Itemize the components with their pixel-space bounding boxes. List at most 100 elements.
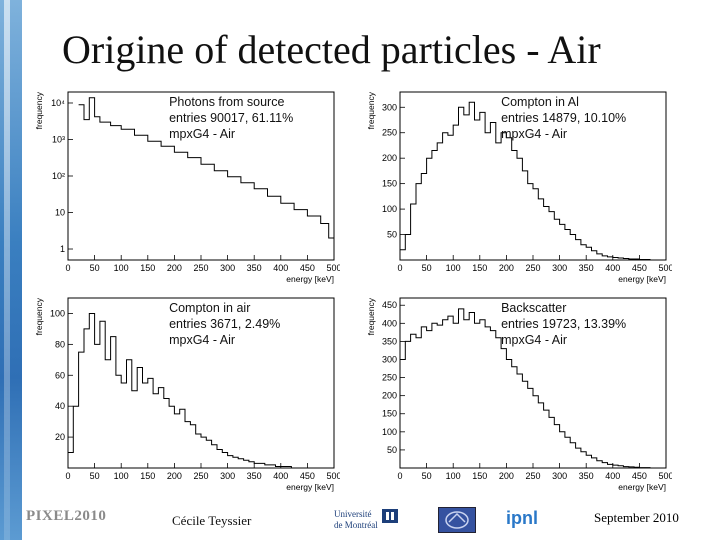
y-axis-label: frequency — [366, 297, 376, 335]
y-tick-label: 50 — [387, 230, 397, 240]
x-tick-label: 100 — [114, 471, 129, 481]
backscatter-chart: 0 50 100 150 200 250 300 350 400 450 500 50 100 150 20… — [366, 297, 672, 492]
ipnl-logo: ipnl — [506, 508, 538, 528]
legend-entry: mpxG4 - Air — [501, 333, 567, 347]
x-tick-label: 200 — [499, 263, 514, 273]
plot-frame — [399, 91, 667, 261]
x-tick-label: 50 — [90, 263, 100, 273]
x-tick-label: 0 — [65, 471, 70, 481]
legend-entry: entries 19723, 13.39% — [501, 317, 626, 331]
x-tick-label: 0 — [397, 263, 402, 273]
x-tick-label: 450 — [632, 263, 647, 273]
y-axis-label: frequency — [366, 91, 376, 129]
x-tick-label: 400 — [605, 471, 620, 481]
x-tick-label: 100 — [446, 263, 461, 273]
x-tick-label: 450 — [300, 263, 315, 273]
y-tick-label: 20 — [55, 432, 65, 442]
x-axis-label: energy [keV] — [618, 482, 666, 492]
y-tick-label: 250 — [382, 373, 397, 383]
x-tick-label: 300 — [552, 263, 567, 273]
y-tick-label: 10⁴ — [51, 98, 65, 108]
x-tick-label: 250 — [525, 471, 540, 481]
y-tick-label: 200 — [382, 153, 397, 163]
compton-in-al-chart: 0 50 100 150 200 250 300 350 400 450 500 50 100 150 20… — [366, 91, 672, 284]
series-line — [400, 308, 666, 469]
y-tick-label: 450 — [382, 300, 397, 310]
x-tick-label: 500 — [326, 263, 340, 273]
x-tick-label: 400 — [605, 263, 620, 273]
x-tick-label: 100 — [446, 471, 461, 481]
author-name: Cécile Teyssier — [172, 513, 252, 528]
legend-entry: Compton in Al — [501, 95, 579, 109]
x-tick-label: 400 — [273, 263, 288, 273]
y-axis-label: frequency — [34, 91, 44, 129]
y-tick-label: 1 — [60, 244, 65, 254]
y-tick-label: 400 — [382, 318, 397, 328]
y-tick-label: 10² — [52, 171, 65, 181]
legend-entry: mpxG4 - Air — [169, 127, 235, 141]
y-tick-label: 10³ — [52, 134, 65, 144]
y-tick-label: 10 — [55, 208, 65, 218]
y-tick-label: 150 — [382, 179, 397, 189]
x-tick-label: 450 — [300, 471, 315, 481]
x-tick-label: 200 — [167, 471, 182, 481]
plot-frame — [399, 297, 667, 469]
x-tick-label: 200 — [499, 471, 514, 481]
x-tick-label: 450 — [632, 471, 647, 481]
x-axis-label: energy [keV] — [286, 482, 334, 492]
y-tick-label: 50 — [387, 445, 397, 455]
x-tick-label: 500 — [658, 471, 672, 481]
x-tick-label: 150 — [140, 471, 155, 481]
x-tick-label: 300 — [220, 471, 235, 481]
legend-entry: Compton in air — [169, 301, 250, 315]
x-tick-label: 350 — [247, 471, 262, 481]
compton-in-air-chart: 0 50 100 150 200 250 300 350 400 450 500 20 40 60 80 10… — [34, 297, 340, 492]
x-tick-label: 100 — [114, 263, 129, 273]
y-tick-label: 300 — [382, 354, 397, 364]
x-tick-label: 0 — [65, 263, 70, 273]
x-axis-label: energy [keV] — [618, 274, 666, 284]
legend-entry: Backscatter — [501, 301, 566, 315]
x-tick-label: 250 — [193, 471, 208, 481]
x-tick-label: 250 — [193, 263, 208, 273]
presentation-date: September 2010 — [594, 510, 679, 525]
legend-entry: mpxG4 - Air — [169, 333, 235, 347]
x-tick-label: 300 — [552, 471, 567, 481]
series-line — [78, 97, 335, 249]
x-tick-label: 350 — [247, 263, 262, 273]
x-tick-label: 350 — [579, 471, 594, 481]
x-tick-label: 150 — [140, 263, 155, 273]
x-tick-label: 200 — [167, 263, 182, 273]
x-tick-label: 500 — [658, 263, 672, 273]
x-tick-label: 50 — [422, 263, 432, 273]
legend-entry: mpxG4 - Air — [501, 127, 567, 141]
legend-entry: Photons from source — [169, 95, 284, 109]
pixel2010-logo: PIXEL2010 — [26, 508, 107, 524]
x-tick-label: 350 — [579, 263, 594, 273]
institution-emblem-icon — [438, 507, 476, 533]
y-tick-label: 100 — [382, 427, 397, 437]
y-tick-label: 80 — [55, 339, 65, 349]
x-tick-label: 400 — [273, 471, 288, 481]
x-axis-label: energy [keV] — [286, 274, 334, 284]
legend-entry: entries 90017, 61.11% — [169, 111, 293, 125]
udem-logo-line2: de Montréal — [334, 520, 378, 530]
y-tick-label: 60 — [55, 370, 65, 380]
x-tick-label: 250 — [525, 263, 540, 273]
series-line — [400, 101, 666, 261]
x-tick-label: 150 — [472, 263, 487, 273]
x-tick-label: 50 — [422, 471, 432, 481]
y-tick-label: 250 — [382, 128, 397, 138]
universite-de-montreal-logo: Université de Montréal — [334, 509, 398, 530]
plot-frame — [67, 297, 335, 469]
plot-frame — [67, 91, 335, 261]
y-tick-label: 150 — [382, 409, 397, 419]
photons-from-source-chart: 0 50 100 150 200 250 300 350 400 450 500 1 10 10² 10³ 1… — [34, 91, 340, 284]
legend-entry: entries 3671, 2.49% — [169, 317, 280, 331]
y-tick-label: 100 — [382, 204, 397, 214]
x-tick-label: 0 — [397, 471, 402, 481]
y-tick-label: 350 — [382, 336, 397, 346]
x-tick-label: 500 — [326, 471, 340, 481]
x-tick-label: 50 — [90, 471, 100, 481]
x-tick-label: 150 — [472, 471, 487, 481]
